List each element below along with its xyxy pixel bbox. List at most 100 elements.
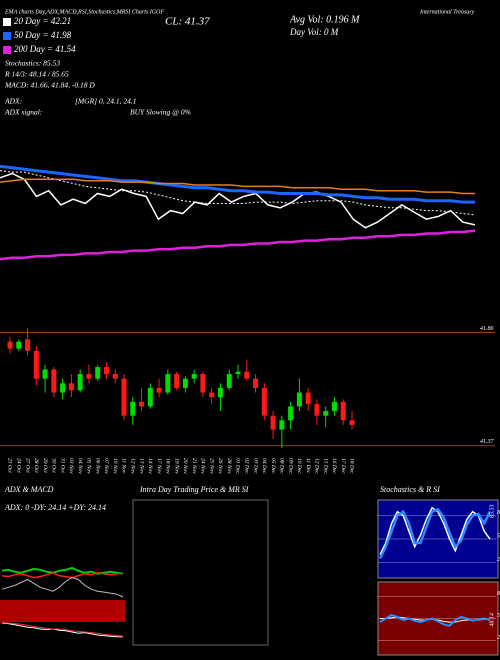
rsi: R 14/3: 48.14 / 85.65 <box>4 70 69 79</box>
series-line <box>0 170 476 216</box>
candle-body <box>33 350 39 379</box>
candle-body <box>86 374 92 379</box>
candle-body <box>174 374 180 388</box>
legend-swatch <box>3 18 11 26</box>
x-tick-label: 31 Oct <box>59 457 65 473</box>
candle-body <box>323 411 329 416</box>
x-tick-label: 28 Nov <box>226 458 232 474</box>
series-line <box>0 164 475 204</box>
x-tick-label: 11 Nov <box>121 458 127 474</box>
x-tick-label: 10 Nov <box>112 458 118 474</box>
candle-body <box>296 392 302 407</box>
candle-body <box>217 387 223 398</box>
x-tick-label: 14 Nov <box>147 458 154 474</box>
x-tick-label: 04 Dec <box>261 458 268 474</box>
series-line <box>1 572 124 579</box>
candle-body <box>209 392 215 398</box>
candle-body <box>60 383 66 393</box>
x-tick-label: 03 Dec <box>252 458 258 474</box>
candle-body <box>68 383 74 391</box>
candle-body <box>261 387 267 416</box>
series-line <box>1 577 124 598</box>
series-line <box>379 613 491 627</box>
candle-body <box>139 401 145 407</box>
candle-body <box>349 420 355 425</box>
x-tick-label: 23 Oct <box>7 458 13 473</box>
y-tick-label: 41.37 <box>480 438 495 445</box>
x-tick-label: 24 Oct <box>16 458 23 473</box>
y-tick-label: 41.86 <box>480 325 494 332</box>
x-tick-label: 30 Oct <box>51 457 57 473</box>
day-vol: Day Vol: 0 M <box>289 27 339 37</box>
x-tick-label: 10 Dec <box>296 458 302 474</box>
x-tick-label: 27 Oct <box>24 458 30 473</box>
candle-body <box>340 401 346 421</box>
x-tick-label: 08 Dec <box>279 458 285 474</box>
candle-body <box>130 401 136 416</box>
x-tick-label: 24 Nov <box>200 458 207 474</box>
x-tick-label: 09 Dec <box>287 458 293 474</box>
x-tick-label: 17 Nov <box>156 458 162 474</box>
candle-body <box>16 341 22 349</box>
x-tick-label: 13 Nov <box>138 458 144 474</box>
candle-body <box>288 406 294 421</box>
candle-body <box>235 371 241 375</box>
x-tick-label: 02 Dec <box>244 458 250 474</box>
candle-body <box>95 367 101 379</box>
x-tick-label: 05 Nov <box>86 458 92 474</box>
intraday-box <box>132 499 269 646</box>
series-line <box>0 178 475 195</box>
avg-vol: Avg Vol: 0.196 M <box>289 14 360 25</box>
series-line <box>1 566 124 575</box>
x-tick-label: 11 Dec <box>305 458 311 474</box>
candle-body <box>165 374 171 393</box>
candle-body <box>226 374 232 388</box>
x-tick-label: 07 Nov <box>103 458 109 474</box>
panel-title: ADX & MACD <box>4 485 54 494</box>
candle-body <box>121 378 127 416</box>
x-tick-label: 12 Nov <box>130 458 136 474</box>
panel-title: Intra Day Trading Price & MR SI <box>139 485 249 494</box>
y-tick-label: 20 <box>497 557 500 563</box>
x-tick-label: 20 Nov <box>182 458 188 474</box>
candle-body <box>112 374 118 379</box>
legend-swatch <box>3 46 11 54</box>
series-line <box>0 172 476 229</box>
candle-body <box>51 369 57 393</box>
x-tick-label: 06 Nov <box>94 458 100 474</box>
mgr: [MGR] 0, 24.1, 24.1 <box>75 97 136 106</box>
series-line <box>378 507 492 560</box>
candle-body <box>279 420 285 430</box>
legend-label: 200 Day = 41.54 <box>14 44 76 54</box>
candle-body <box>147 387 153 407</box>
candle-body <box>77 374 83 391</box>
candle-body <box>270 415 276 430</box>
legend-label: 50 Day = 41.98 <box>14 30 72 40</box>
x-tick-label: 16 Dec <box>331 458 337 474</box>
x-tick-label: 18 Nov <box>165 458 171 474</box>
panel-subtitle: ADX: 0 -DY: 24.14 +DY: 24.14 <box>4 503 106 512</box>
candle-body <box>331 401 337 412</box>
candle-body <box>182 378 188 388</box>
x-tick-label: 05 Dec <box>270 458 276 474</box>
last-value: 48.14 <box>488 613 495 627</box>
y-tick-label: 20 <box>497 635 500 641</box>
y-tick-label: 50 <box>497 533 500 539</box>
y-tick-label: 50 <box>497 613 500 619</box>
adx-signal: ADX signal: <box>4 108 42 117</box>
x-tick-label: 26 Nov <box>217 458 223 474</box>
y-tick-label: 80 <box>497 510 500 516</box>
candle-body <box>7 341 13 349</box>
x-tick-label: 18 Dec <box>349 458 355 474</box>
last-value: 85.53 <box>489 505 495 519</box>
candle-body <box>200 374 206 393</box>
legend-label: 20 Day = 42.21 <box>14 16 71 26</box>
title: EMA charts Day,ADX,MACD,RSI,Stochastics,… <box>4 9 164 15</box>
series-line <box>1 621 124 637</box>
macd-band <box>0 600 125 622</box>
company: International Treasury <box>419 9 475 15</box>
x-tick-label: 01 Dec <box>235 458 241 474</box>
candle-body <box>156 387 162 393</box>
candle-body <box>244 371 250 379</box>
